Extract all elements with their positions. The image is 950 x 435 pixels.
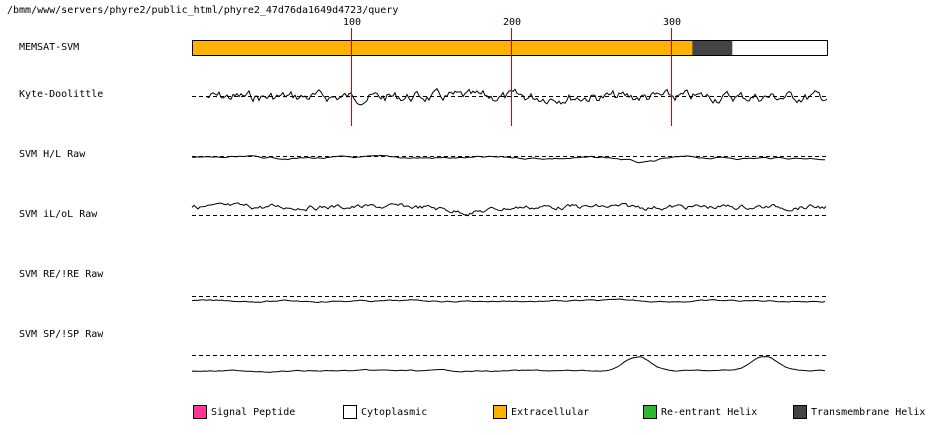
svm-hl-trace: [192, 154, 825, 164]
memsat-bar-outline: [192, 40, 828, 56]
legend-swatch-signal-peptide: [193, 405, 207, 419]
legend-label-cytoplasmic: Cytoplasmic: [361, 407, 428, 418]
track-label-svm-re: SVM RE/!RE Raw: [19, 269, 104, 280]
legend-swatch-extracellular: [493, 405, 507, 419]
track-label-svm-hl: SVM H/L Raw: [19, 149, 86, 160]
legend-label-reentrant-helix: Re-entrant Helix: [661, 407, 758, 418]
legend-swatch-reentrant-helix: [643, 405, 657, 419]
legend-label-signal-peptide: Signal Peptide: [211, 407, 296, 418]
kyte-doolittle-trace: [206, 87, 828, 106]
memsat-segment-cytoplasmic: [732, 40, 827, 55]
svm-sp-trace: [191, 356, 826, 373]
memsat-segment-transmembrane-helix: [692, 40, 733, 55]
query-path: /bmm/www/servers/phyre2/public_html/phyr…: [7, 5, 399, 16]
track-label-svm-sp: SVM SP/!SP Raw: [19, 329, 104, 340]
legend-swatch-cytoplasmic: [343, 405, 357, 419]
svm-iloL-trace: [191, 202, 827, 217]
track-label-memsat: MEMSAT-SVM: [19, 42, 80, 53]
legend-label-extracellular: Extracellular: [511, 407, 590, 418]
legend-label-transmembrane-helix: Transmembrane Helix: [811, 407, 926, 418]
ruler-tick-label: 300: [663, 17, 682, 28]
legend-swatch-transmembrane-helix: [793, 405, 807, 419]
memsat-segment-extracellular: [192, 40, 693, 55]
track-label-kyte-doolittle: Kyte-Doolittle: [19, 89, 104, 100]
svm-re-trace: [191, 298, 826, 304]
ruler-tick-label: 200: [503, 17, 522, 28]
ruler-tick-label: 100: [343, 17, 362, 28]
track-label-svm-ilol: SVM iL/oL Raw: [19, 209, 98, 220]
